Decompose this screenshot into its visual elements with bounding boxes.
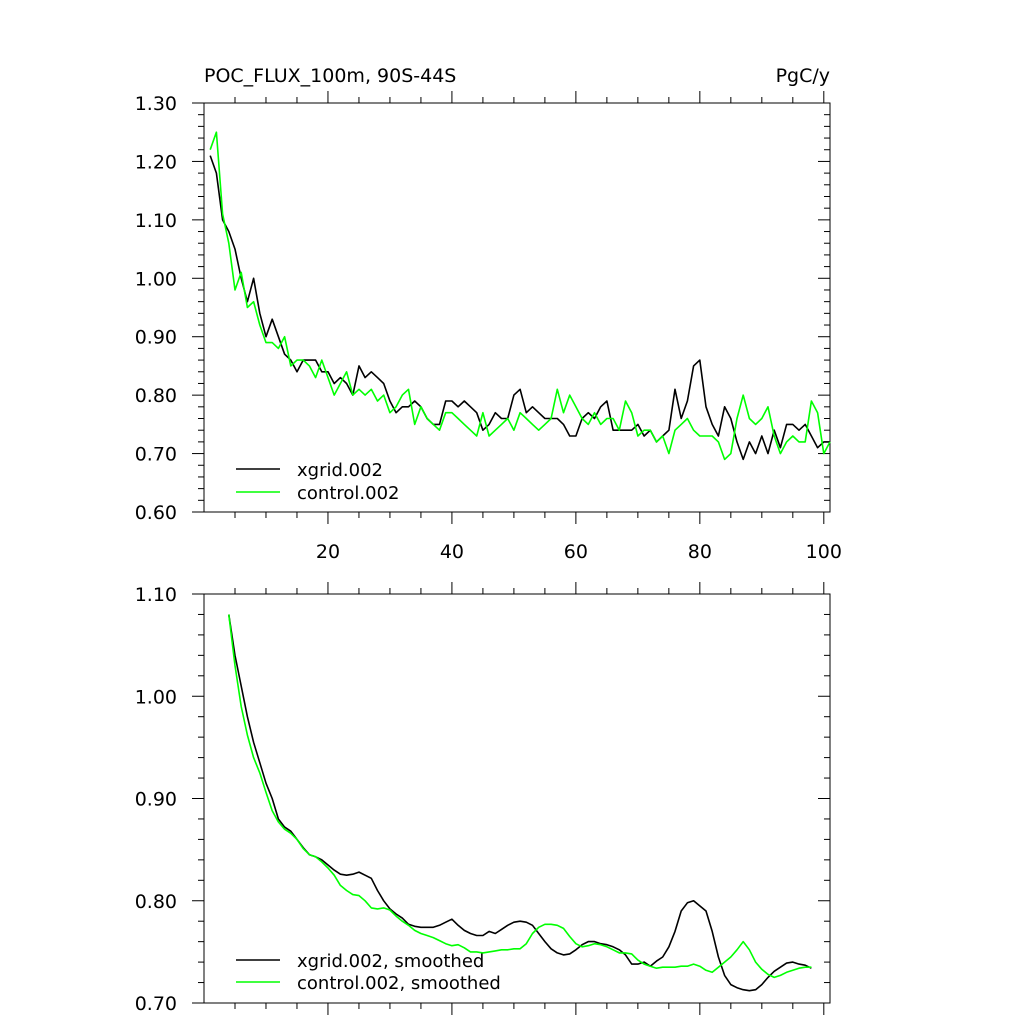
y-tick-label: 0.80 [135, 891, 177, 913]
y-tick-label: 0.80 [135, 385, 177, 407]
series-line-control [209, 131, 831, 461]
series-line-control [228, 614, 812, 979]
x-tick-label: 60 [564, 541, 588, 563]
y-tick-label: 1.20 [135, 151, 177, 173]
y-tick-label: 1.00 [135, 686, 177, 708]
series-line-xgrid [228, 614, 812, 992]
x-tick-label: 80 [688, 541, 712, 563]
x-tick-label: 20 [316, 541, 340, 563]
y-tick-label: 0.90 [135, 327, 177, 349]
y-tick-label: 0.90 [135, 789, 177, 811]
y-tick-label: 1.10 [135, 210, 177, 232]
units-label: PgC/y [776, 65, 830, 87]
series-line-xgrid [209, 155, 830, 461]
y-tick-label: 1.00 [135, 268, 177, 290]
chart-title: POC_FLUX_100m, 90S-44S [204, 65, 456, 87]
top-panel: 20 40 60 80 100 0.60 0.70 0.80 0.90 1.00 1.10 1.20 1… [135, 91, 842, 563]
bottom-panel: 0.70 0.80 0.90 1.00 1.10 xgrid.002, smoothedc… [135, 582, 831, 1015]
y-tick-label: 1.10 [135, 584, 177, 606]
legend-label: control.002, smoothed [297, 973, 501, 994]
y-tick-label: 0.60 [135, 502, 177, 524]
x-tick-label: 40 [440, 541, 464, 563]
legend-label: xgrid.002, smoothed [297, 951, 484, 972]
x-tick-label: 100 [806, 541, 842, 563]
legend-label: control.002 [297, 483, 399, 504]
legend-label: xgrid.002 [297, 460, 383, 481]
plot-frame [203, 593, 831, 1004]
y-tick-label: 0.70 [135, 993, 177, 1015]
plot-frame [203, 102, 831, 513]
y-tick-label: 1.30 [135, 93, 177, 115]
y-tick-label: 0.70 [135, 444, 177, 466]
